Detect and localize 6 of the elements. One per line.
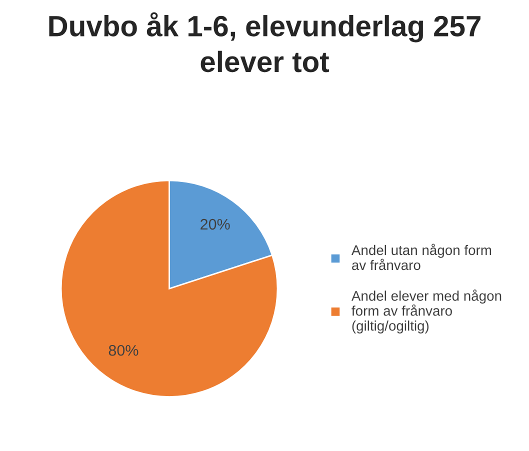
legend-label: Andel utan någon form av frånvaro — [351, 244, 492, 270]
legend-label: Andel elever med någon form av frånvaro (giltig/ogiltig) — [351, 289, 502, 334]
data-label: 20% — [200, 218, 230, 230]
chart-title: Duvbo åk 1-6, elevunderlag 257 elever tot — [49, 12, 480, 72]
pie-slice — [60, 180, 278, 398]
data-label: 80% — [108, 344, 138, 356]
